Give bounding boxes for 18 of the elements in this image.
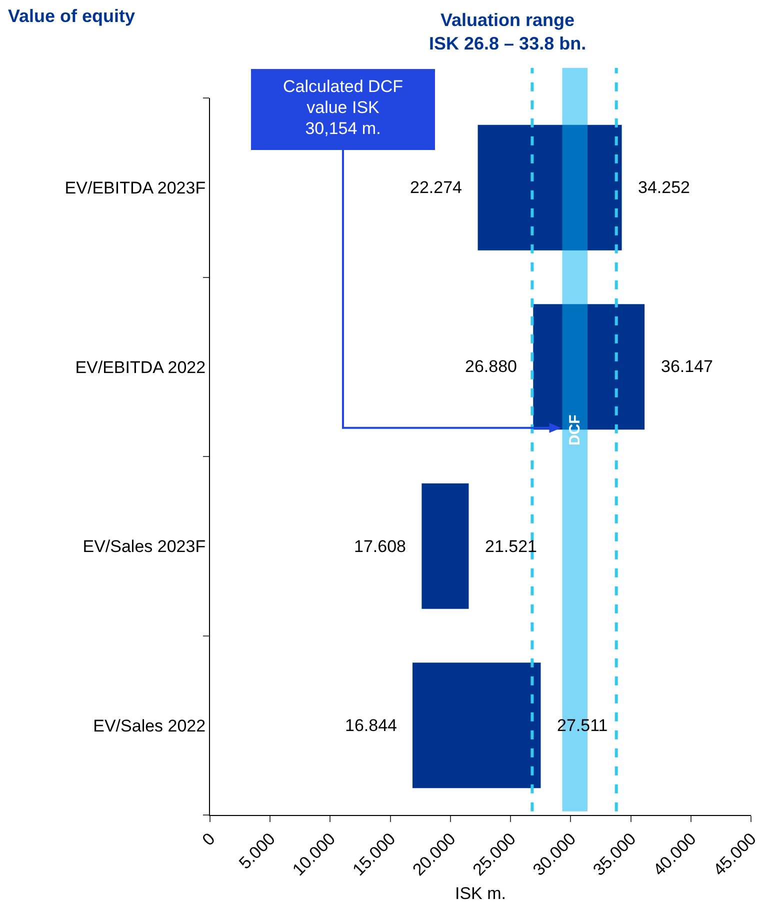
annotation: 16.844 (345, 716, 397, 735)
y-tick-label: EV/Sales 2022 (93, 716, 206, 736)
annotation: 26.880 (465, 357, 517, 376)
x-axis-title: ISK m. (454, 884, 506, 903)
chart-title: Value of equity (8, 6, 136, 26)
annotation: 34.252 (638, 178, 690, 197)
x-tick-label: 0 (198, 829, 219, 850)
text: Valuation range ISK 26.8 – 33.8 bn. (429, 10, 586, 54)
annotation: 21.521 (485, 537, 537, 556)
annotation: 27.511 (557, 716, 608, 735)
annotation: Calculated DCF value ISK 30,154 m. (283, 77, 403, 138)
annotation: 22.274 (410, 178, 462, 197)
band-label: DCF (566, 414, 584, 446)
annotation: 36.147 (661, 357, 713, 376)
y-tick-label: EV/EBITDA 2023F (64, 178, 206, 198)
annotation: 17.608 (354, 537, 406, 556)
y-tick-label: EV/Sales 2023F (82, 537, 206, 556)
y-tick-label: EV/EBITDA 2022 (75, 358, 206, 377)
